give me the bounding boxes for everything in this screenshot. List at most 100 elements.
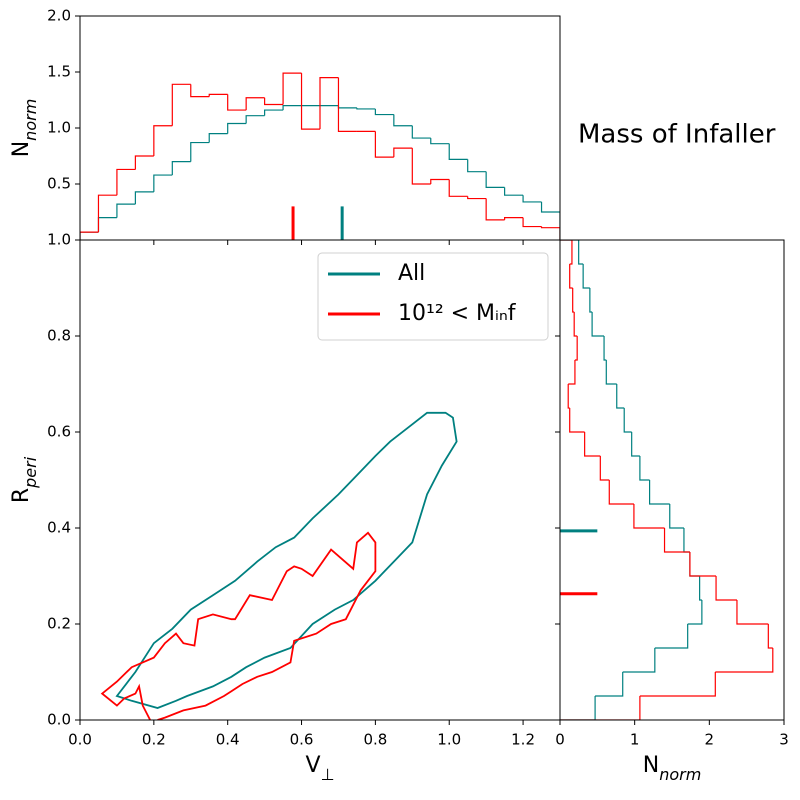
histogram-step xyxy=(639,672,716,697)
y-tick-label: 0.6 xyxy=(47,423,71,441)
histogram-step xyxy=(411,125,431,139)
histogram-step xyxy=(560,696,641,720)
histogram-step xyxy=(300,73,320,130)
x-tick-label: 1.2 xyxy=(511,731,535,749)
histogram-step xyxy=(572,288,575,313)
histogram-step xyxy=(227,122,247,134)
y-tick-label: 2.0 xyxy=(47,7,71,25)
histogram-step xyxy=(282,72,302,105)
histogram-step xyxy=(116,203,136,218)
histogram-step xyxy=(522,195,542,203)
x-axis-label: V⊥ xyxy=(306,753,335,784)
histogram-step xyxy=(574,336,578,361)
histogram-step xyxy=(605,360,617,385)
histogram-step xyxy=(411,148,431,185)
x-tick-label: 0.2 xyxy=(142,731,166,749)
histogram-step xyxy=(616,384,625,409)
plot-area xyxy=(560,240,774,720)
histogram-step xyxy=(485,171,505,188)
histogram-step xyxy=(356,107,376,110)
histogram-step xyxy=(80,231,99,240)
histogram-step xyxy=(97,217,117,233)
histogram-step xyxy=(603,336,607,361)
x-tick-label: 0.0 xyxy=(68,731,92,749)
label-sub: norm xyxy=(659,765,701,784)
y-tick-label: 1.5 xyxy=(47,63,71,81)
histogram-step xyxy=(208,93,228,97)
histogram-step xyxy=(374,108,394,116)
histogram-step xyxy=(227,94,247,111)
y-tick-label: 1.0 xyxy=(47,119,71,137)
histogram-step xyxy=(631,432,640,457)
histogram-step xyxy=(134,155,154,170)
legend-label: All xyxy=(398,261,425,286)
histogram-step xyxy=(582,264,590,289)
histogram-step xyxy=(683,528,690,553)
histogram-step xyxy=(715,576,737,601)
histogram-step xyxy=(560,240,573,265)
histogram-step xyxy=(540,226,560,240)
histogram-step xyxy=(264,97,284,106)
axes-frame xyxy=(559,239,785,721)
legend-box xyxy=(317,252,549,341)
histogram-step xyxy=(540,201,560,240)
x-tick-label: 0.8 xyxy=(363,731,387,749)
histogram-step xyxy=(374,131,394,158)
x-tick-label: 1 xyxy=(630,731,640,749)
histogram-step xyxy=(134,191,154,205)
histogram-step xyxy=(569,264,573,289)
histogram-step xyxy=(504,217,524,220)
histogram-step xyxy=(190,84,210,98)
histogram-step xyxy=(560,696,596,720)
histogram-step xyxy=(504,187,524,196)
histogram-step xyxy=(595,672,624,697)
histogram-step xyxy=(467,159,487,173)
histogram-step xyxy=(393,114,413,127)
histogram-step xyxy=(589,288,593,313)
histogram-step xyxy=(190,141,210,162)
histogram-step xyxy=(569,408,585,433)
histogram-step xyxy=(736,600,769,625)
histogram-step xyxy=(633,504,665,529)
label-sub: ⊥ xyxy=(321,765,335,784)
histogram-step xyxy=(699,576,702,601)
histogram-step xyxy=(337,105,357,109)
y-tick-label: 0.5 xyxy=(47,175,71,193)
label-text: N xyxy=(9,141,34,157)
histogram-step xyxy=(430,178,450,184)
y-axis-label: Rperi xyxy=(9,456,40,503)
histogram-step xyxy=(430,138,450,145)
x-tick-label: 0 xyxy=(555,731,565,749)
label-sub: norm xyxy=(21,99,40,141)
histogram-step xyxy=(623,408,632,433)
x-tick-label: 1.0 xyxy=(437,731,461,749)
histogram-step xyxy=(116,168,136,196)
x-axis-label: Nnorm xyxy=(643,753,702,784)
y-tick-label: 0.4 xyxy=(47,519,71,537)
histogram-step xyxy=(208,133,228,143)
histogram-step xyxy=(319,77,339,130)
contour-line xyxy=(100,531,377,720)
histogram-step xyxy=(622,648,656,673)
histogram-step xyxy=(337,77,357,132)
histogram-step xyxy=(649,480,670,505)
histogram-step xyxy=(568,360,576,385)
y-axis-label: Nnorm xyxy=(9,99,40,158)
x-tick-label: 2 xyxy=(705,731,715,749)
x-tick-label: 3 xyxy=(779,731,789,749)
histogram-step xyxy=(264,109,284,116)
histogram-step xyxy=(80,231,99,240)
histogram-step xyxy=(153,174,173,192)
label-text: R xyxy=(9,488,34,503)
histogram-step xyxy=(663,528,690,553)
histogram-step xyxy=(608,480,634,505)
histogram-step xyxy=(171,83,191,126)
histogram-step xyxy=(599,456,610,481)
histogram-step xyxy=(669,504,684,529)
figure-title: Mass of Infaller xyxy=(578,120,776,150)
histogram-step xyxy=(522,217,542,228)
histogram-step xyxy=(715,648,774,673)
y-tick-label: 0.8 xyxy=(47,327,71,345)
histogram-step xyxy=(393,147,413,158)
x-tick-label: 0.4 xyxy=(216,731,240,749)
